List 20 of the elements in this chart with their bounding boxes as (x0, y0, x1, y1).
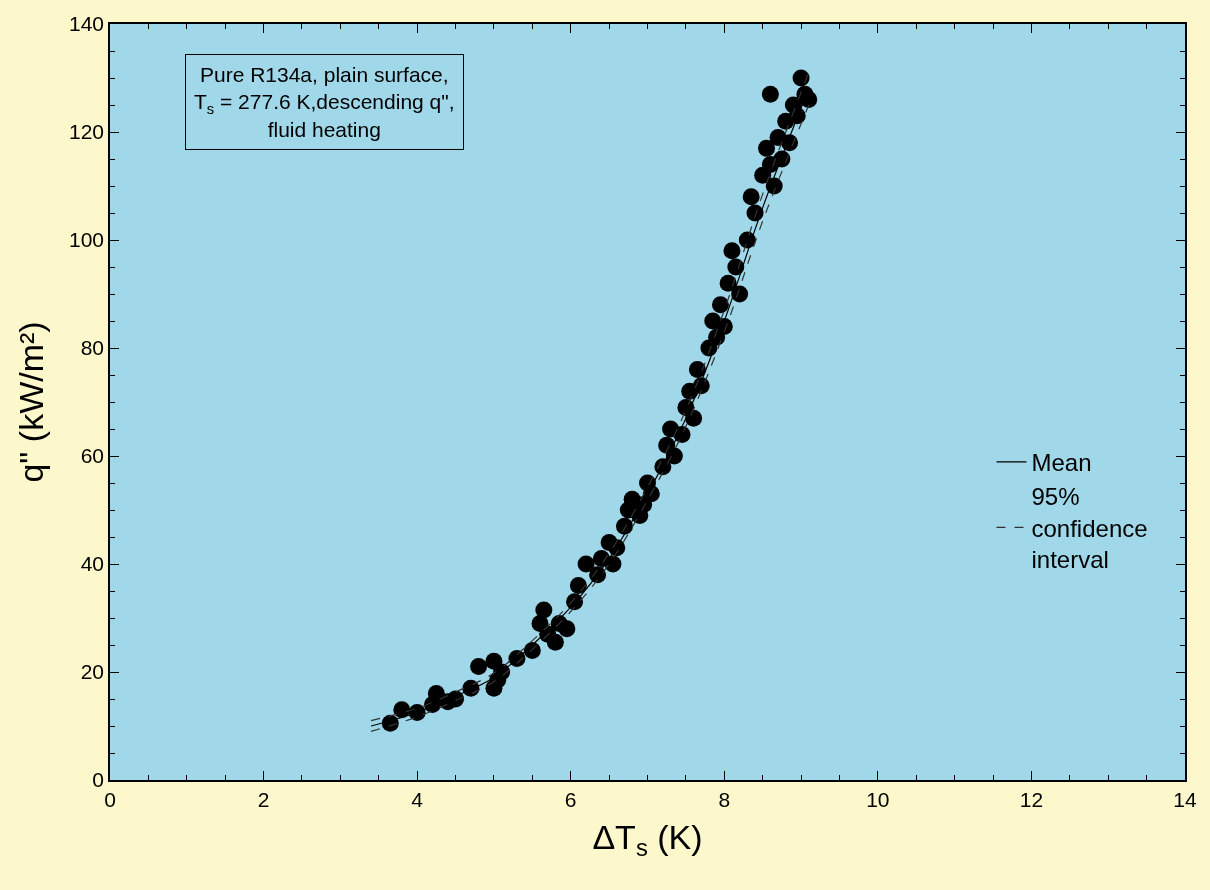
y-tick-label: 40 (80, 552, 105, 576)
y-tick-label: 60 (80, 444, 105, 468)
y-tick-label: 0 (92, 768, 105, 792)
y-tick-label: 140 (69, 12, 105, 36)
x-tick-label: 4 (411, 787, 424, 811)
x-tick-label: 14 (1173, 787, 1197, 811)
y-tick-label: 100 (69, 228, 105, 252)
x-axis-title: ΔT$_{s}$ (K) (592, 817, 703, 861)
y-tick-label: 80 (80, 336, 105, 360)
y-tick-label: 120 (69, 120, 105, 144)
x-tick-label: 8 (718, 787, 731, 811)
legend-label: 95% confidence interval (1031, 483, 1148, 573)
x-tick-label: 12 (1019, 787, 1044, 811)
x-tick-label: 6 (564, 787, 577, 811)
x-tick-label: 10 (866, 787, 890, 811)
annotation: Pure R134a, plain surface, T$_{s}$ = 277.6 K,descending q", fluid heating (194, 63, 455, 141)
y-axis-title: q" (kW/m²) (12, 321, 51, 483)
legend-label: Mean (1031, 449, 1092, 477)
x-tick-label: 2 (257, 787, 270, 811)
y-tick-label: 20 (80, 660, 105, 684)
